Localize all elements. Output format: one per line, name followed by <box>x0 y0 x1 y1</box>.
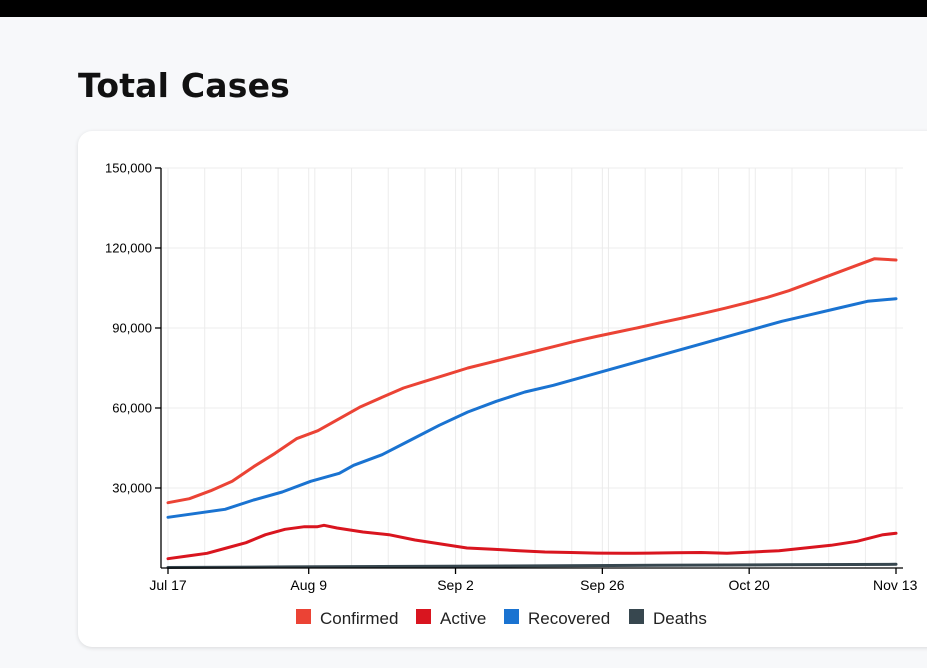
legend: Confirmed Active Recovered Deaths <box>296 609 707 628</box>
top-bar <box>0 0 927 17</box>
y-tick-label: 30,000 <box>112 481 152 496</box>
y-tick-label: 60,000 <box>112 401 152 416</box>
legend-item-confirmed: Confirmed <box>296 609 398 628</box>
legend-item-deaths: Deaths <box>629 609 707 628</box>
page-title: Total Cases <box>78 66 290 105</box>
y-tick-label: 150,000 <box>105 161 152 176</box>
grid <box>161 167 903 568</box>
legend-item-active: Active <box>416 609 486 628</box>
legend-label: Deaths <box>653 609 707 628</box>
legend-swatch <box>416 609 431 624</box>
x-tick-label: Oct 20 <box>729 577 770 593</box>
x-tick-label: Sep 26 <box>580 577 625 593</box>
legend-swatch <box>504 609 519 624</box>
legend-swatch <box>629 609 644 624</box>
x-ticks: Jul 17 Aug 9 Sep 2 Sep 26 Oct 20 Nov 13 <box>149 568 918 593</box>
legend-label: Recovered <box>528 609 610 628</box>
y-tick-label: 120,000 <box>105 241 152 256</box>
series-lines <box>166 257 898 569</box>
y-tick-label: 90,000 <box>112 321 152 336</box>
x-tick-label: Jul 17 <box>149 577 187 593</box>
axes <box>160 168 903 569</box>
chart-card <box>78 131 927 647</box>
legend-label: Active <box>440 609 486 628</box>
series-line-recovered <box>166 297 898 519</box>
legend-label: Confirmed <box>320 609 398 628</box>
series-line-confirmed <box>166 257 898 505</box>
x-tick-label: Sep 2 <box>437 577 474 593</box>
legend-swatch <box>296 609 311 624</box>
series-line-active <box>166 523 898 561</box>
legend-item-recovered: Recovered <box>504 609 610 628</box>
series-line-deaths <box>166 562 898 569</box>
x-tick-label: Aug 9 <box>290 577 327 593</box>
x-tick-label: Nov 13 <box>873 577 918 593</box>
y-ticks: 30,000 60,000 90,000 120,000 150,000 <box>105 161 161 496</box>
